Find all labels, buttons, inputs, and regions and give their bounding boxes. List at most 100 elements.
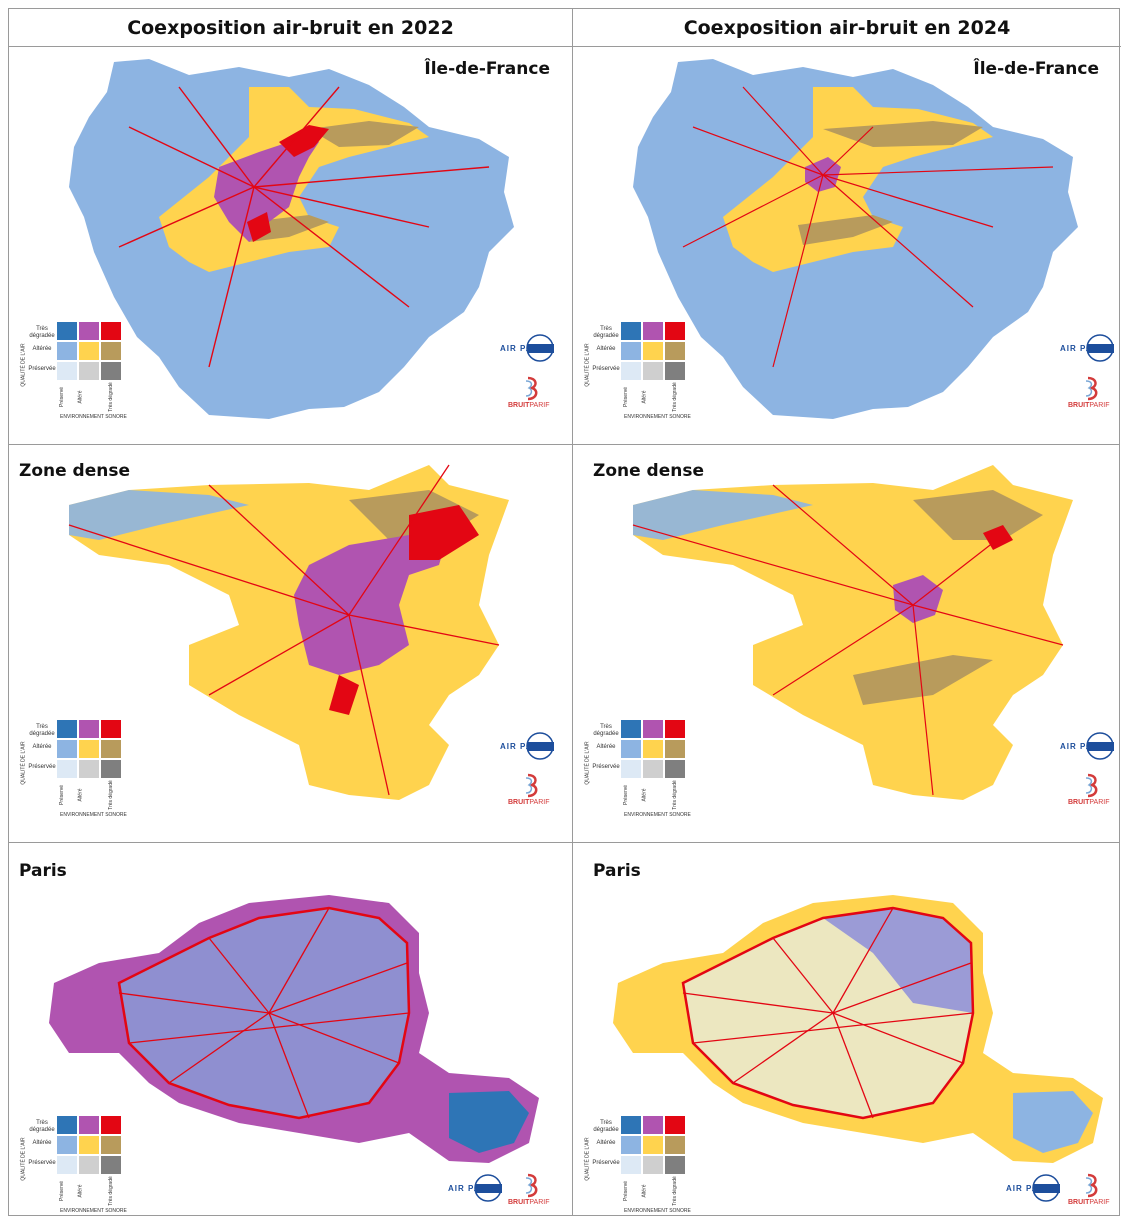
bruitparif-wordmark-2: PARIF bbox=[1089, 799, 1110, 806]
region-title-dense-2022: Zone dense bbox=[19, 461, 131, 481]
region-title-paris-2022: Paris bbox=[19, 861, 67, 881]
legend-axis-air: QUALITÉ DE L'AIR bbox=[20, 1137, 27, 1181]
legend-swatch bbox=[101, 1156, 121, 1174]
legend-swatch bbox=[79, 1156, 99, 1174]
region-title-idf-2024: Île-de-France bbox=[973, 59, 1099, 79]
legend-swatch bbox=[79, 740, 99, 758]
header-2024: Coexposition air-bruit en 2024 bbox=[573, 9, 1121, 47]
legend-swatch bbox=[57, 362, 77, 380]
legend-swatch bbox=[101, 322, 121, 340]
idf-map-2022-svg bbox=[69, 59, 514, 419]
legend-swatch bbox=[79, 362, 99, 380]
legend-axis-noise: ENVIRONNEMENT SONORE bbox=[624, 414, 691, 420]
column-divider bbox=[572, 9, 573, 1215]
legend-air-label: Altérée bbox=[596, 744, 616, 750]
legend-noise-label: Altéré bbox=[641, 788, 648, 802]
legend-swatch bbox=[665, 362, 685, 380]
legend-swatch bbox=[79, 720, 99, 738]
legend-air-label: Altérée bbox=[32, 744, 52, 750]
bruitparif-wordmark-2: PARIF bbox=[529, 799, 550, 806]
legend-air-label: Très dégradée bbox=[29, 326, 55, 339]
bruitparif-logo: BRUITPARIF bbox=[1066, 375, 1118, 415]
legend-air-label: Altérée bbox=[596, 1140, 616, 1146]
legend-matrix: QUALITÉ DE L'AIR Très dégradée Altérée Prés… bbox=[21, 720, 148, 820]
legend-axis-noise: ENVIRONNEMENT SONORE bbox=[624, 1208, 691, 1214]
legend-noise-label: Altéré bbox=[77, 390, 84, 404]
dense-map-2022-svg bbox=[68, 464, 509, 800]
airparif-wordmark: AIR PARIF bbox=[500, 344, 549, 353]
legend-swatch bbox=[621, 740, 641, 758]
legend-swatch bbox=[643, 322, 663, 340]
legend-axis-air: QUALITÉ DE L'AIR bbox=[584, 1137, 591, 1181]
legend-swatch bbox=[101, 740, 121, 758]
bruitparif-wordmark-2: PARIF bbox=[1089, 402, 1110, 409]
legend-matrix: QUALITÉ DE L'AIR Très dégradée Altérée Prés… bbox=[585, 1116, 712, 1216]
map-idf-2022: Île-de-France bbox=[9, 47, 572, 444]
legend-noise-label: Altéré bbox=[77, 788, 84, 802]
legend-matrix: QUALITÉ DE L'AIR Très dégradée Altérée Prés… bbox=[585, 322, 712, 422]
bruitparif-wordmark-1: BRUIT bbox=[508, 799, 530, 806]
legend-swatch bbox=[643, 362, 663, 380]
legend-swatch bbox=[79, 322, 99, 340]
airparif-logo: AIR PARIF bbox=[500, 332, 556, 372]
legend-air-label: Très dégradée bbox=[593, 724, 619, 737]
dense-map-2024-svg bbox=[632, 465, 1073, 800]
legend-air-label: Altérée bbox=[596, 346, 616, 352]
legend-swatch bbox=[665, 342, 685, 360]
legend-air-label: Très dégradée bbox=[593, 1120, 619, 1133]
legend-noise-label: Altéré bbox=[77, 1184, 84, 1198]
legend-noise-label: Préservé bbox=[59, 386, 66, 408]
bruitparif-logo: BRUITPARIF bbox=[506, 375, 558, 415]
region-title-dense-2024: Zone dense bbox=[593, 461, 705, 481]
legend-swatch bbox=[101, 1116, 121, 1134]
legend-swatch bbox=[57, 342, 77, 360]
bruitparif-wordmark-1: BRUIT bbox=[1068, 402, 1090, 409]
legend-noise-label: Préservé bbox=[623, 784, 630, 806]
legend-swatch bbox=[621, 720, 641, 738]
legend-air-label: Très dégradée bbox=[29, 724, 55, 737]
row-divider-1 bbox=[9, 444, 1119, 445]
bruitparif-wordmark-2: PARIF bbox=[529, 1199, 550, 1206]
legend-swatch bbox=[101, 342, 121, 360]
legend-swatch bbox=[665, 1116, 685, 1134]
legend-air-label: Altérée bbox=[32, 1140, 52, 1146]
legend-matrix: QUALITÉ DE L'AIR Très dégradée Altérée Prés… bbox=[585, 720, 712, 820]
legend-swatch bbox=[621, 1116, 641, 1134]
bruitparif-wordmark-1: BRUIT bbox=[1068, 1199, 1090, 1206]
legend-swatch bbox=[665, 760, 685, 778]
bruitparif-logo: BRUITPARIF bbox=[1066, 1172, 1118, 1212]
airparif-wordmark: AIR PARIF bbox=[500, 742, 549, 751]
legend-swatch bbox=[57, 322, 77, 340]
legend-axis-air: QUALITÉ DE L'AIR bbox=[584, 741, 591, 785]
legend-swatch bbox=[101, 720, 121, 738]
legend-air-label: Très dégradée bbox=[29, 1120, 55, 1133]
region-title-paris-2024: Paris bbox=[593, 861, 641, 881]
map-dense-2022: Zone dense bbox=[9, 445, 572, 842]
legend-matrix: QUALITÉ DE L'AIR Très dégradée Altérée Prés… bbox=[21, 1116, 148, 1216]
legend-air-label: Préservée bbox=[592, 366, 620, 372]
bruitparif-wordmark-2: PARIF bbox=[529, 402, 550, 409]
airparif-logo: AIR PARIF bbox=[1060, 730, 1116, 770]
legend-swatch bbox=[643, 760, 663, 778]
legend-swatch bbox=[57, 720, 77, 738]
airparif-wordmark: AIR PARIF bbox=[448, 1184, 497, 1193]
map-dense-2024: Zone dense bbox=[573, 445, 1121, 842]
legend-air-label: Très dégradée bbox=[593, 326, 619, 339]
legend-air-label: Préservée bbox=[28, 366, 56, 372]
legend-air-label: Préservée bbox=[592, 1160, 620, 1166]
legend-axis-air: QUALITÉ DE L'AIR bbox=[584, 343, 591, 387]
bruitparif-logo: BRUITPARIF bbox=[506, 1172, 558, 1212]
airparif-logo: AIR PARIF bbox=[1006, 1172, 1062, 1212]
airparif-logo: AIR PARIF bbox=[500, 730, 556, 770]
legend-noise-label: Très dégradé bbox=[671, 382, 678, 412]
legend-axis-noise: ENVIRONNEMENT SONORE bbox=[60, 414, 127, 420]
legend-noise-label: Préservé bbox=[59, 1180, 66, 1202]
legend-swatch bbox=[101, 1136, 121, 1154]
legend-noise-label: Préservé bbox=[623, 1180, 630, 1202]
legend-swatch bbox=[79, 1136, 99, 1154]
legend-air-label: Préservée bbox=[28, 1160, 56, 1166]
legend-swatch bbox=[621, 342, 641, 360]
legend-swatch bbox=[643, 342, 663, 360]
bruitparif-logo: BRUITPARIF bbox=[506, 772, 558, 812]
bruitparif-wordmark-2: PARIF bbox=[1089, 1199, 1110, 1206]
